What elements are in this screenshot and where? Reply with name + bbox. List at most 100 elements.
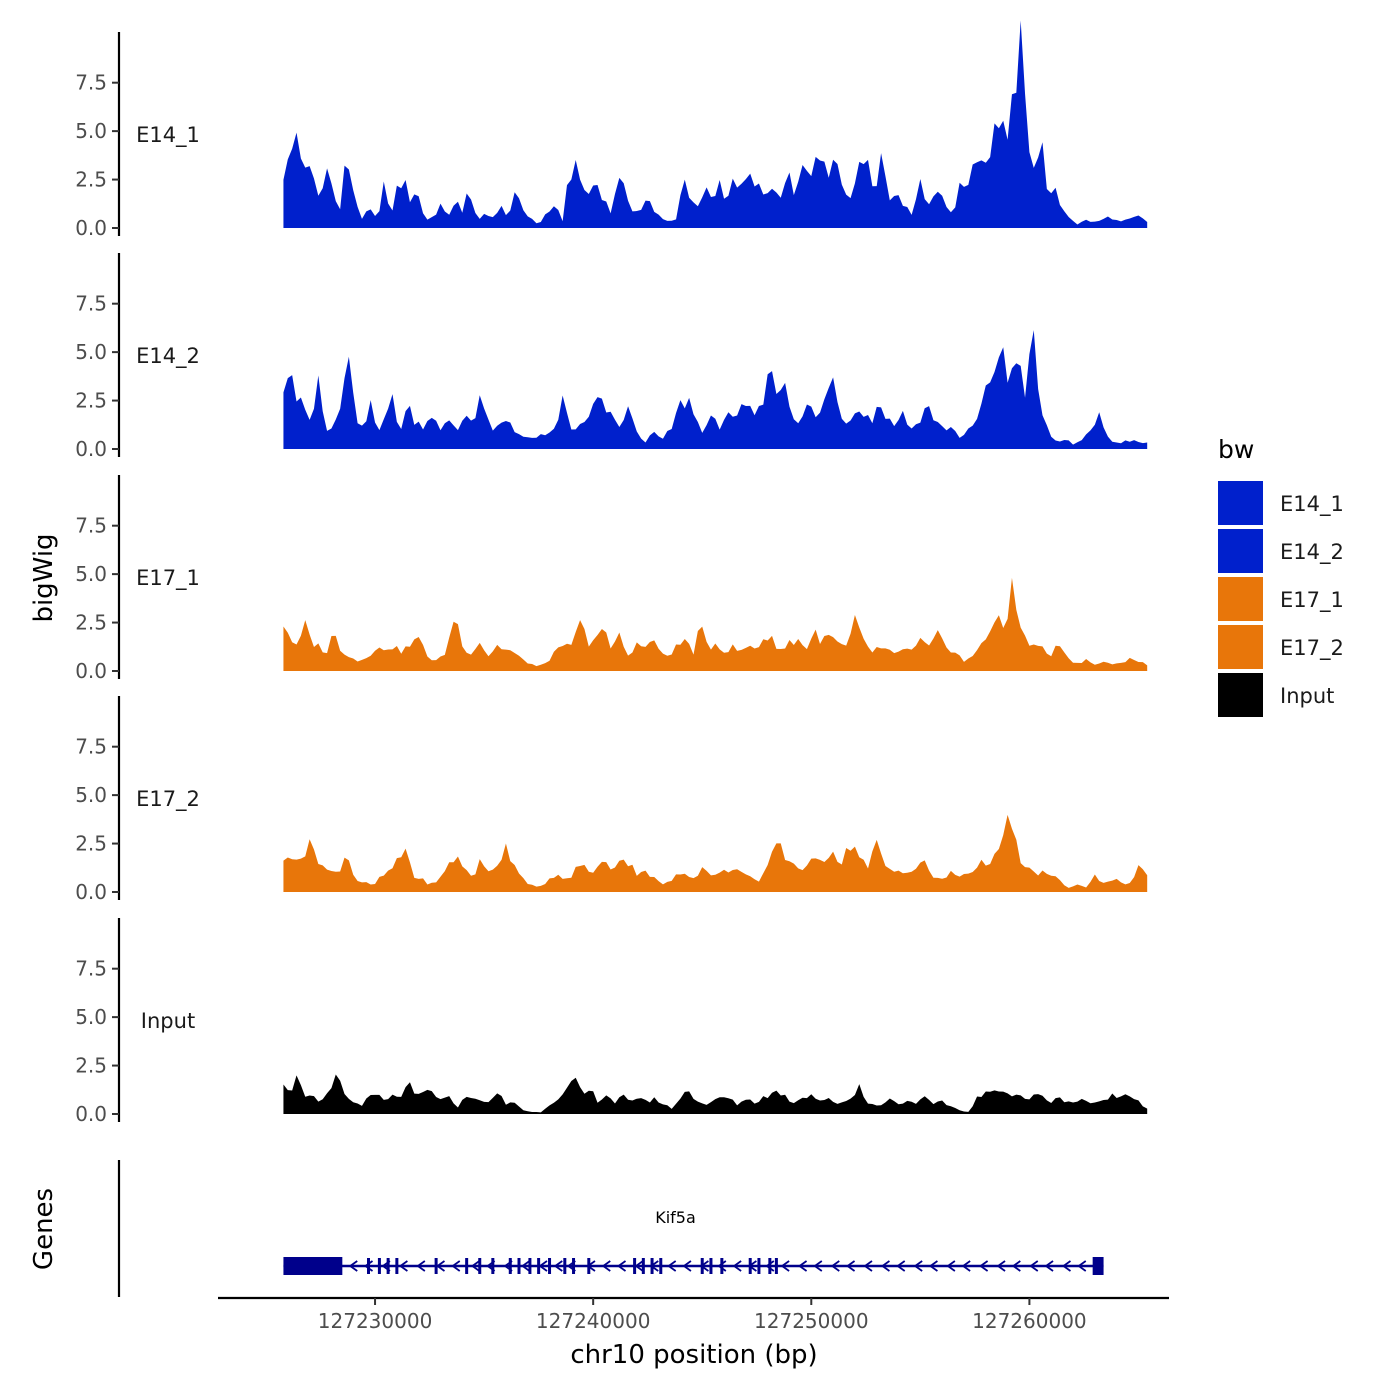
x-tick-label: 127250000 (754, 1309, 869, 1333)
gene-exon-block (1092, 1257, 1104, 1275)
strand-arrow (863, 1260, 873, 1272)
strand-arrow (586, 1260, 596, 1272)
x-axis: 127230000 127240000 127250000 127260000 (218, 1296, 1169, 1333)
signal-area (283, 1074, 1148, 1114)
y-tick-label: 2.5 (75, 168, 107, 192)
legend-swatch (1218, 481, 1263, 525)
strand-arrow (538, 1260, 548, 1272)
track-label: E17_2 (136, 787, 200, 812)
strand-arrow (634, 1260, 644, 1272)
track-label: E17_1 (136, 566, 200, 591)
legend-swatch (1218, 577, 1263, 621)
y-tick-label: 7.5 (75, 71, 107, 95)
y-tick-label: 0.0 (75, 216, 107, 240)
strand-arrow (913, 1260, 923, 1272)
strand-arrow (348, 1260, 358, 1272)
strand-arrow (398, 1260, 408, 1272)
strand-arrow (996, 1260, 1006, 1272)
track-input: 0.0 2.5 5.0 7.5 Input (75, 918, 1148, 1126)
legend-swatch (1218, 529, 1263, 573)
strand-arrow (813, 1260, 823, 1272)
y-tick-label: 5.0 (75, 119, 107, 143)
signal-tracks: 0.0 2.5 5.0 7.5 E14_1 0.0 2.5 5.0 7.5 E14_2 0.0 2.5… (75, 20, 1148, 1126)
gene-exon-tick (659, 1258, 663, 1274)
legend-label: E17_1 (1280, 588, 1344, 613)
x-tick-label: 127230000 (318, 1309, 433, 1333)
strand-arrow (1011, 1260, 1021, 1272)
legend-swatch (1218, 625, 1263, 669)
signal-area (283, 330, 1148, 449)
strand-arrow (601, 1260, 611, 1272)
strand-arrow (566, 1260, 576, 1272)
strand-arrow (830, 1260, 840, 1272)
gene-exon-tick (563, 1258, 567, 1274)
genes-axis-title: Genes (29, 1188, 59, 1270)
gene-exon-tick (517, 1258, 521, 1274)
track-e17-1: 0.0 2.5 5.0 7.5 E17_1 (75, 475, 1148, 683)
gene-exon-tick (491, 1258, 495, 1274)
legend-title: bw (1218, 435, 1254, 464)
gene-exon-tick (367, 1258, 371, 1274)
gene-exon-tick (572, 1258, 576, 1274)
strand-arrow (880, 1260, 890, 1272)
strand-arrow (520, 1260, 531, 1272)
gene-exon-tick (528, 1258, 532, 1274)
gene-exon-tick (709, 1258, 713, 1274)
strand-arrow (747, 1260, 757, 1272)
gene-exon-block (283, 1257, 343, 1275)
strand-arrow (717, 1260, 727, 1272)
gene-exon-tick (641, 1258, 645, 1274)
strand-arrow (682, 1260, 692, 1272)
strand-arrow (979, 1260, 989, 1272)
strand-arrow (1044, 1260, 1054, 1272)
y-tick-label: 2.5 (75, 832, 107, 856)
strand-arrow (896, 1260, 906, 1272)
gene-exon-tick (548, 1258, 552, 1274)
strand-arrow (435, 1260, 446, 1272)
strand-arrow (616, 1260, 627, 1272)
gene-exon-tick (768, 1258, 772, 1274)
strand-arrow (798, 1260, 808, 1272)
legend: bw E14_1 E14_2 E17_1 E17_2 Input (1218, 435, 1344, 717)
y-tick-label: 2.5 (75, 389, 107, 413)
y-tick-label: 5.0 (75, 1005, 107, 1029)
strand-arrow (845, 1260, 856, 1272)
strand-arrow (732, 1260, 742, 1272)
x-tick-label: 127260000 (972, 1309, 1087, 1333)
gene-name-label: Kif5a (655, 1208, 696, 1227)
strand-arrow (928, 1260, 938, 1272)
strand-arrow (699, 1260, 709, 1272)
y-tick-label: 5.0 (75, 340, 107, 364)
gene-track-panel: Kif5a (117, 1160, 1104, 1297)
strand-arrow (649, 1260, 659, 1272)
strand-arrow (1077, 1260, 1087, 1272)
gene-exon-tick (377, 1258, 381, 1274)
strand-arrow (381, 1260, 391, 1272)
legend-label: E17_2 (1280, 636, 1344, 661)
y-tick-label: 0.0 (75, 1102, 107, 1126)
gene-exon-tick (465, 1258, 469, 1274)
track-label: Input (141, 1009, 195, 1033)
y-axis-title: bigWig (29, 533, 59, 622)
x-axis-title: chr10 position (bp) (570, 1340, 817, 1370)
strand-arrow (486, 1260, 496, 1272)
strand-arrow (451, 1260, 461, 1272)
y-tick-label: 2.5 (75, 611, 107, 635)
gene-exon-tick (478, 1258, 482, 1274)
y-tick-label: 0.0 (75, 659, 107, 683)
y-tick-label: 0.0 (75, 880, 107, 904)
y-tick-label: 7.5 (75, 735, 107, 759)
y-tick-label: 7.5 (75, 514, 107, 538)
x-tick-label: 127240000 (536, 1309, 651, 1333)
signal-area (283, 577, 1148, 671)
strand-arrow (1061, 1260, 1072, 1272)
legend-label: E14_1 (1280, 492, 1344, 517)
strand-arrow (503, 1260, 513, 1272)
strand-arrow (765, 1260, 775, 1272)
signal-area (283, 814, 1148, 892)
y-tick-label: 7.5 (75, 957, 107, 981)
track-e14-1: 0.0 2.5 5.0 7.5 E14_1 (75, 20, 1148, 240)
gene-exon-tick (395, 1258, 399, 1274)
legend-label: E14_2 (1280, 540, 1344, 565)
